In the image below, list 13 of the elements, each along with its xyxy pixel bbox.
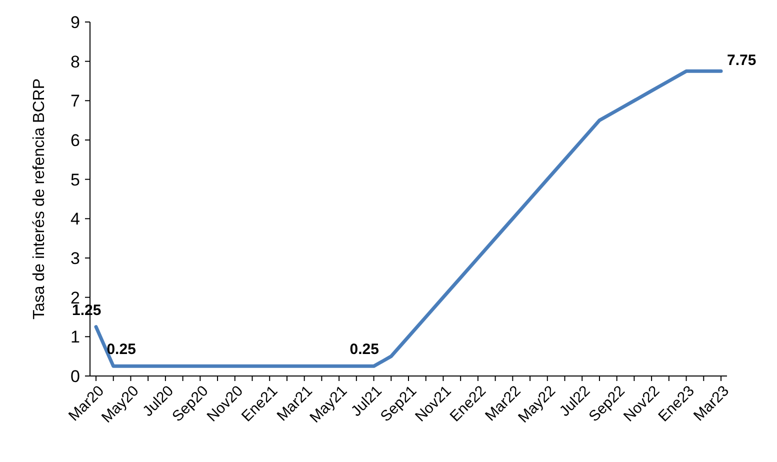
y-axis-title: Tasa de interés de refencia BCRP xyxy=(31,78,48,320)
y-tick-label: 3 xyxy=(70,248,80,268)
data-label: 0.25 xyxy=(350,341,379,358)
y-tick-label: 6 xyxy=(70,130,80,150)
y-tick-label: 9 xyxy=(70,12,80,32)
data-label: 7.75 xyxy=(727,52,756,70)
y-tick-label: 1 xyxy=(70,328,80,347)
y-tick-label: 5 xyxy=(70,170,80,190)
y-tick-label: 0 xyxy=(70,366,80,386)
y-tick-label: 8 xyxy=(70,52,80,72)
data-label: 0.25 xyxy=(106,341,136,358)
y-tick-label: 4 xyxy=(70,210,80,229)
y-tick-label: 7 xyxy=(70,92,80,111)
